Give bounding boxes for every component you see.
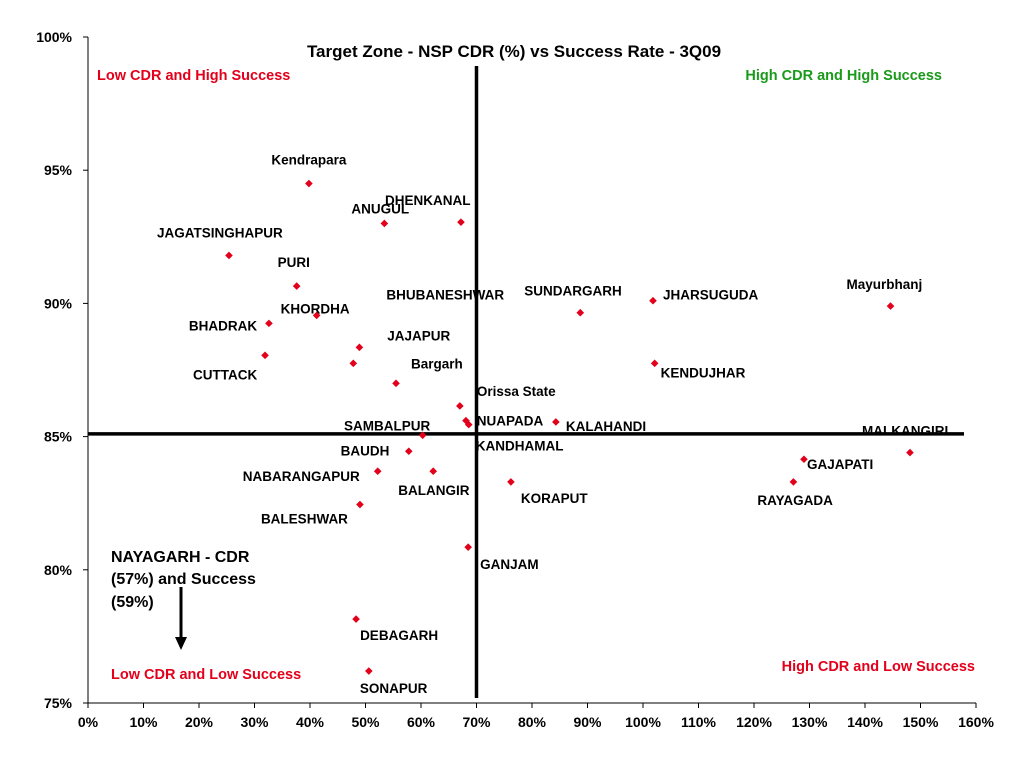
point-debagarh: [352, 615, 360, 623]
point-label-jajapur: JAJAPUR: [387, 328, 450, 343]
point-label-orissa-state: Orissa State: [477, 384, 556, 399]
point-label-baudh: BAUDH: [341, 443, 390, 458]
point-label-bhubaneshwar: BHUBANESHWAR: [386, 287, 504, 302]
point-ganjam: [464, 543, 472, 551]
point-label-nabarangapur: NABARANGAPUR: [243, 469, 360, 484]
point-rayagada: [789, 478, 798, 486]
point-label-kendujhar: KENDUJHAR: [661, 365, 746, 380]
point-cuttack: [261, 351, 269, 360]
y-tick-label: 100%: [36, 29, 72, 45]
x-tick-label: 80%: [518, 714, 547, 730]
x-tick-label: 130%: [792, 714, 828, 730]
annotation-line-2: (57%) and Success: [111, 571, 256, 588]
annotation-line-1: NAYAGARH - CDR: [111, 549, 250, 566]
point-anugul: [380, 219, 389, 228]
point-label-kandhamal: KANDHAMAL: [476, 438, 564, 453]
y-tick-label: 90%: [44, 295, 73, 311]
point-malkangiri: [906, 448, 914, 457]
point-label-kendrapara: Kendrapara: [271, 153, 347, 168]
point-label-dhenkanal: DHENKANAL: [385, 193, 471, 208]
point-label-sambalpur: SAMBALPUR: [344, 419, 430, 434]
x-tick-label: 20%: [185, 714, 214, 730]
point-orissa-state: [456, 402, 464, 410]
point-label-nuapada: NUAPADA: [477, 414, 544, 429]
x-tick-label: 10%: [129, 714, 158, 730]
point-label-ganjam: GANJAM: [480, 557, 539, 572]
point-label-koraput: KORAPUT: [521, 491, 589, 506]
point-koraput: [507, 478, 515, 486]
point-puri: [292, 282, 301, 290]
point-label-balangir: BALANGIR: [398, 483, 469, 498]
point-label-mayurbhanj: Mayurbhanj: [847, 277, 923, 292]
point-label-kalahandi: KALAHANDI: [566, 419, 646, 434]
point-label-anugul: ANUGUL: [351, 201, 409, 216]
x-tick-label: 120%: [736, 714, 772, 730]
point-kendujhar: [650, 359, 659, 368]
x-tick-label: 50%: [351, 714, 380, 730]
chart-title: Target Zone - NSP CDR (%) vs Success Rat…: [307, 42, 721, 61]
x-tick-label: 160%: [958, 714, 994, 730]
nayagarh-annotation: NAYAGARH - CDR (57%) and Success (59%): [111, 549, 256, 650]
point-label-bhadrak: BHADRAK: [189, 318, 257, 333]
x-tick-label: 150%: [903, 714, 939, 730]
point-label-rayagada: RAYAGADA: [757, 493, 833, 508]
point-jagatsinghapur: [225, 251, 233, 260]
point-baudh: [418, 431, 427, 440]
point-label-jharsuguda: JHARSUGUDA: [663, 288, 759, 303]
zone-label-high-cdr-high-success: High CDR and High Success: [745, 68, 942, 84]
point-label-gajapati: GAJAPATI: [807, 457, 873, 472]
x-tick-label: 110%: [681, 714, 717, 730]
point-nabarangapur: [373, 467, 382, 476]
y-tick-label: 95%: [44, 162, 73, 178]
x-tick-label: 0%: [78, 714, 99, 730]
point-kalahandi: [552, 418, 560, 426]
point-label-jagatsinghapur: JAGATSINGHAPUR: [157, 225, 283, 240]
point-sonapur: [365, 667, 373, 675]
point-bargarh: [392, 379, 400, 388]
point-label-debagarh: DEBAGARH: [360, 628, 438, 643]
annotation-line-3: (59%): [111, 594, 154, 611]
point-sambalpur: [462, 416, 470, 425]
point-label-bargarh: Bargarh: [411, 356, 463, 371]
point-label-puri: PURI: [278, 255, 310, 270]
point-label-malkangiri: MALKANGIRI: [862, 424, 948, 439]
point-gajapati: [800, 455, 808, 464]
x-tick-label: 70%: [462, 714, 491, 730]
x-tick-label: 40%: [296, 714, 325, 730]
down-arrow-head: [175, 637, 187, 650]
point-label-baleshwar: BALESHWAR: [261, 512, 348, 527]
y-tick-label: 80%: [44, 562, 73, 578]
point-sundargarh: [576, 308, 585, 317]
point-bhadrak: [265, 319, 273, 328]
x-tick-label: 100%: [625, 714, 661, 730]
point-label-sundargarh: SUNDARGARH: [524, 284, 622, 299]
point-dhenkanal: [457, 218, 465, 226]
point-jharsuguda: [649, 296, 657, 305]
x-tick-label: 140%: [847, 714, 883, 730]
point-kandhamal: [404, 447, 413, 456]
point-nuapada: [464, 420, 473, 429]
x-tick-label: 30%: [240, 714, 269, 730]
point-jajapur: [349, 359, 358, 368]
zone-label-high-cdr-low-success: High CDR and Low Success: [782, 659, 975, 675]
point-kendrapara: [305, 179, 313, 188]
y-tick-label: 75%: [44, 695, 73, 711]
point-bhubaneshwar: [355, 343, 364, 352]
zone-label-low-cdr-low-success: Low CDR and Low Success: [111, 667, 301, 683]
point-balangir: [429, 467, 438, 476]
point-label-sonapur: SONAPUR: [360, 681, 428, 696]
point-khordha: [312, 311, 321, 320]
point-label-khordha: KHORDHA: [281, 301, 350, 316]
x-tick-label: 90%: [573, 714, 602, 730]
point-label-cuttack: CUTTACK: [193, 367, 257, 382]
point-baleshwar: [356, 500, 364, 509]
y-tick-label: 85%: [44, 429, 73, 445]
x-tick-label: 60%: [407, 714, 436, 730]
point-mayurbhanj: [886, 302, 895, 310]
zone-label-low-cdr-high-success: Low CDR and High Success: [97, 68, 290, 84]
